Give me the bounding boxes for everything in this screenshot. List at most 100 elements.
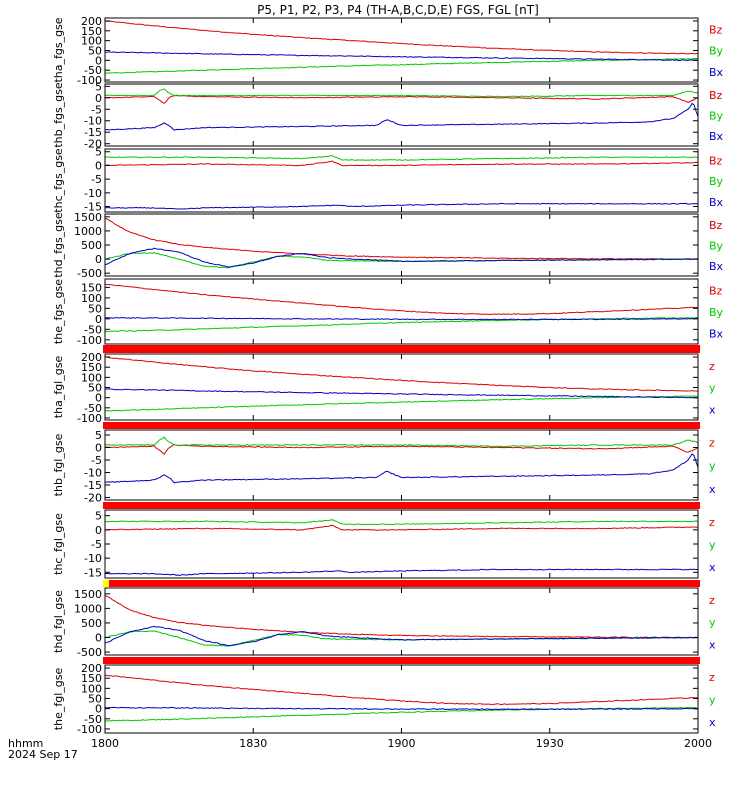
panel-frame: [104, 213, 699, 277]
legend-entry-Bx: Bx: [709, 196, 724, 209]
y-tick-label: -100: [77, 412, 102, 425]
series-line-By: [105, 57, 698, 74]
y-tick-label: -50: [84, 402, 102, 415]
y-tick-label: -50: [84, 323, 102, 336]
y-tick-label: 1500: [74, 211, 102, 224]
y-tick-label: 150: [81, 281, 102, 294]
y-tick-label: -5: [91, 454, 102, 467]
legend-entry-Bz: Bz: [709, 154, 723, 167]
legend-entry-z: z: [709, 594, 715, 607]
date-label: 2024 Sep 17: [8, 748, 78, 761]
y-axis-label: the_fgs_gse: [52, 279, 65, 344]
legend-entry-y: y: [709, 539, 716, 552]
y-tick-label: -5: [91, 173, 102, 186]
y-tick-label: -100: [77, 74, 102, 87]
time-axis: 1800 1830 1900 1930 2000: [91, 737, 712, 750]
y-tick-label: -5: [91, 103, 102, 116]
series-line-By: [105, 155, 698, 161]
series-line-y: [105, 436, 698, 448]
series-line-x: [105, 625, 698, 647]
y-tick-label: 0: [95, 524, 102, 537]
panel-frame: [104, 353, 699, 421]
panel-thb_fgs_gse: -20-15-10-505 thb_fgs_gse Bz By Bx: [52, 80, 724, 150]
legend-entry-Bz: Bz: [709, 24, 723, 37]
y-tick-label: -15: [84, 126, 102, 139]
y-axis-label: the_fgl_gse: [52, 668, 65, 731]
y-axis-label: thb_fgs_gse: [52, 82, 65, 148]
legend-entry-Bz: Bz: [709, 89, 723, 102]
y-tick-label: 200: [81, 15, 102, 28]
legend-entry-y: y: [709, 694, 716, 707]
panel-frame: [104, 17, 699, 83]
y-tick-label: 5: [95, 510, 102, 523]
panel-frame: [104, 587, 699, 656]
y-tick-label: 200: [81, 662, 102, 675]
y-tick-label: 150: [81, 361, 102, 374]
y-tick-label: 50: [88, 302, 102, 315]
y-tick-label: -10: [84, 552, 102, 565]
y-tick-label: -500: [77, 267, 102, 280]
legend-entry-x: x: [709, 638, 716, 651]
y-tick-label: 500: [81, 239, 102, 252]
series-line-Bz: [105, 20, 698, 55]
legend-entry-Bx: Bx: [709, 260, 724, 273]
y-tick-label: 1000: [74, 602, 102, 615]
y-tick-label: 100: [81, 371, 102, 384]
series-line-x: [105, 568, 698, 577]
y-tick-label: -10: [84, 467, 102, 480]
series-line-Bx: [105, 51, 698, 61]
series-line-y: [105, 395, 698, 412]
legend-entry-Bx: Bx: [709, 66, 724, 79]
y-tick-label: -15: [84, 201, 102, 214]
y-axis-label: thc_fgl_gse: [52, 513, 65, 575]
y-tick-label: 0: [95, 92, 102, 105]
x-tick-label: 1800: [91, 737, 119, 750]
panel-thc_fgs_gse: -15-10-505 thc_fgs_gse Bz By Bx: [52, 146, 724, 214]
legend-entry-By: By: [709, 45, 724, 58]
y-tick-label: 0: [95, 54, 102, 67]
series-line-x: [105, 453, 698, 484]
legend-entry-x: x: [709, 403, 716, 416]
series-line-z: [105, 444, 698, 455]
series-line-z: [105, 524, 698, 531]
legend-entry-x: x: [709, 483, 716, 496]
separator-bar: [103, 502, 700, 509]
panel-frame: [104, 509, 699, 579]
y-tick-label: 5: [95, 80, 102, 93]
x-tick-label: 1930: [536, 737, 564, 750]
y-tick-label: 100: [81, 292, 102, 305]
y-tick-label: 200: [81, 351, 102, 364]
time-label: hhmm: [8, 737, 43, 750]
legend-entry-By: By: [709, 110, 724, 123]
y-tick-label: 500: [81, 617, 102, 630]
series-line-y: [105, 630, 698, 647]
y-tick-label: 0: [95, 703, 102, 716]
legend-entry-x: x: [709, 716, 716, 729]
y-axis-label: thd_fgs_gse: [52, 212, 65, 278]
panel-thb_fgl_gse: -20-15-10-505 thb_fgl_gse zyx: [52, 429, 716, 505]
y-tick-label: 1000: [74, 225, 102, 238]
y-tick-label: 100: [81, 682, 102, 695]
y-tick-label: 1500: [74, 588, 102, 601]
series-line-Bx: [105, 202, 698, 210]
legend-entry-By: By: [709, 306, 724, 319]
series-line-Bx: [105, 102, 698, 131]
series-line-Bz: [105, 94, 698, 104]
marker-square: [103, 580, 109, 587]
x-tick-label: 1900: [388, 737, 416, 750]
y-tick-label: -500: [77, 646, 102, 659]
panel-frame: [104, 83, 699, 147]
legend-entry-Bx: Bx: [709, 130, 724, 143]
y-tick-label: -10: [84, 187, 102, 200]
y-tick-label: -20: [84, 138, 102, 151]
series-line-y: [105, 706, 698, 722]
series-line-z: [105, 595, 698, 639]
legend-entry-Bz: Bz: [709, 219, 723, 232]
series-line-Bz: [105, 283, 698, 316]
